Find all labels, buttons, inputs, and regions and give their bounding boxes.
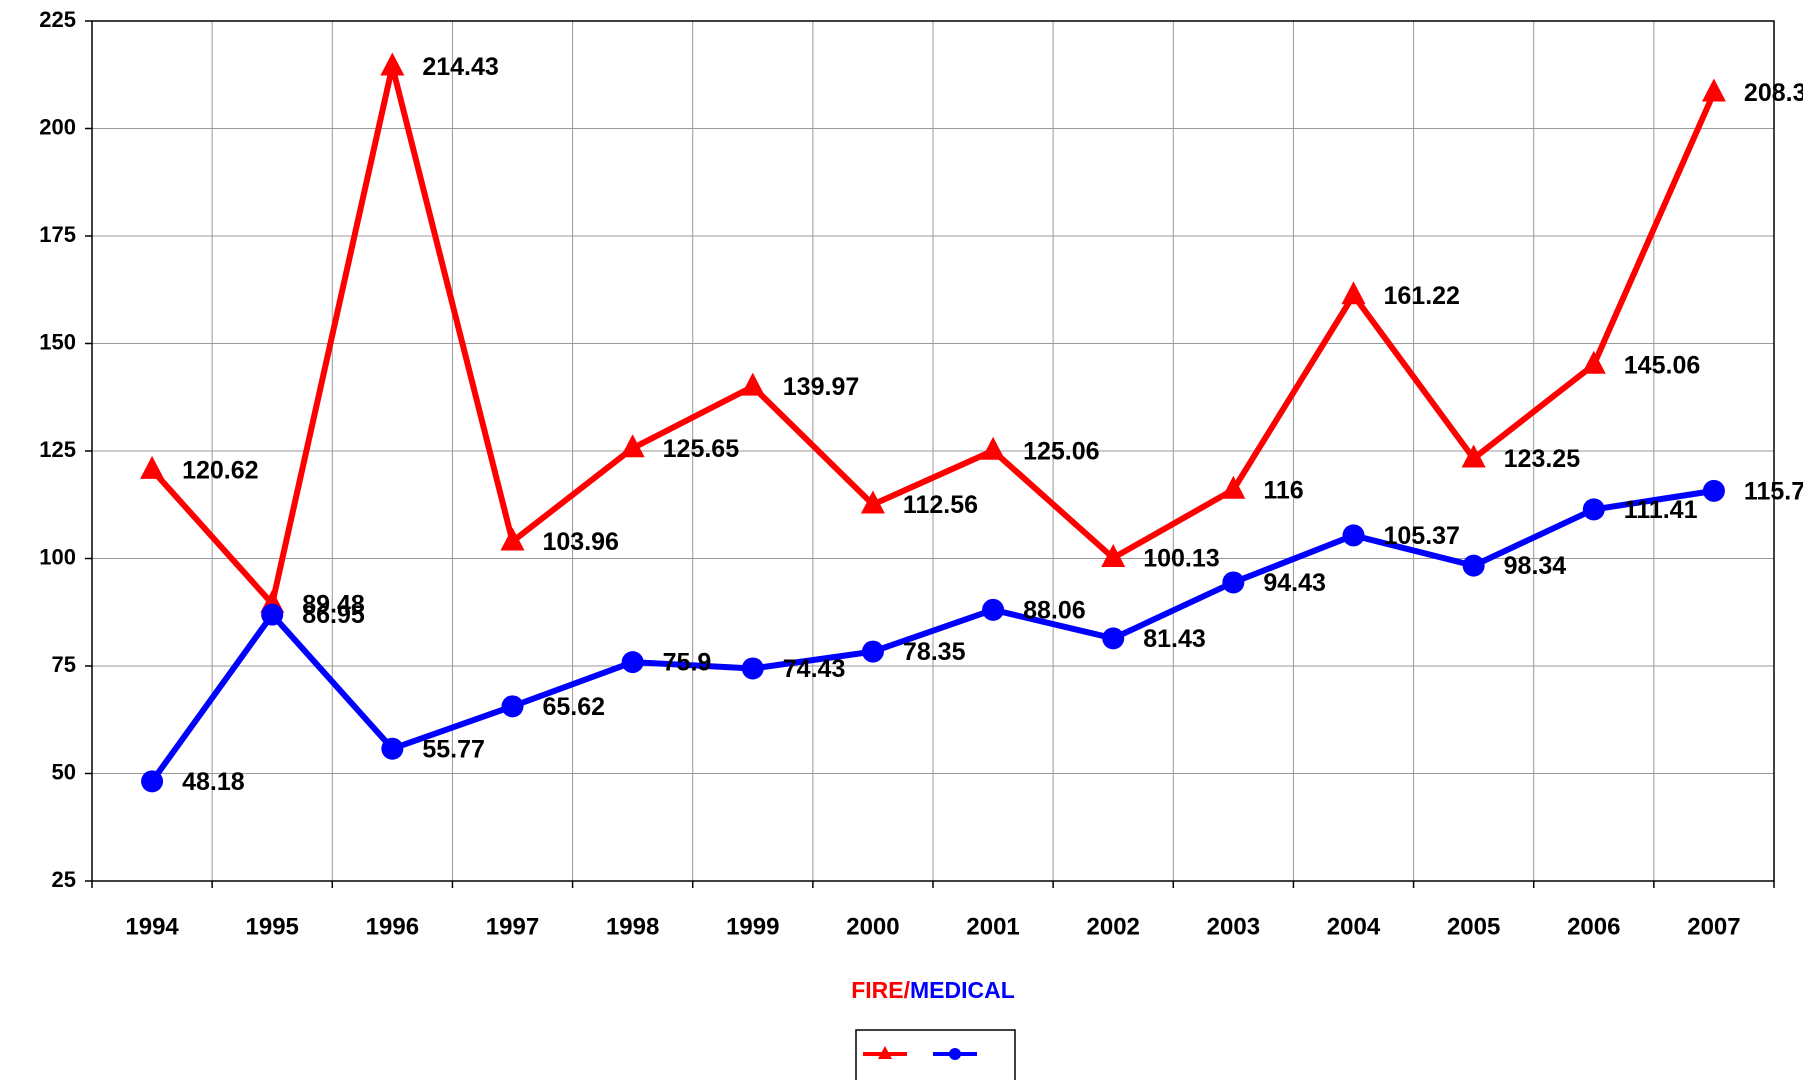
- data-label: 89.48: [302, 590, 365, 618]
- y-tick-label: 100: [39, 544, 76, 569]
- data-label: 88.06: [1023, 596, 1086, 624]
- x-axis-label: FIRE/MEDICAL: [851, 977, 1015, 1003]
- plot-frame: [91, 20, 1775, 882]
- point: [741, 657, 764, 680]
- data-label: 115.73: [1744, 477, 1803, 505]
- x-tick-label: 2005: [1447, 913, 1500, 940]
- point: [140, 455, 165, 479]
- data-label: 208.36: [1744, 79, 1803, 107]
- point: [1102, 627, 1125, 650]
- data-label: 112.56: [903, 491, 978, 519]
- series-line: [149, 63, 1717, 607]
- point: [982, 598, 1005, 621]
- point: [380, 52, 405, 76]
- data-label: 139.97: [783, 373, 859, 401]
- point: [1701, 78, 1726, 102]
- y-tick-label: 75: [52, 652, 76, 677]
- point: [1221, 475, 1246, 499]
- data-label: 98.34: [1504, 552, 1567, 580]
- x-tick-label: 1994: [125, 913, 179, 940]
- legend-marker: [878, 1046, 892, 1059]
- data-label: 105.37: [1384, 522, 1460, 550]
- data-label: 123.25: [1504, 445, 1581, 473]
- point: [141, 770, 164, 793]
- point: [500, 527, 525, 551]
- y-tick-label: 150: [39, 329, 76, 354]
- x-tick-label: 2002: [1087, 913, 1140, 940]
- point: [620, 434, 645, 458]
- data-label: 100.13: [1143, 545, 1219, 573]
- point: [381, 737, 404, 760]
- point: [861, 640, 884, 663]
- x-tick-label: 1999: [726, 913, 779, 940]
- point: [501, 695, 524, 718]
- data-label: 161.22: [1384, 282, 1460, 310]
- x-tick-label: 2007: [1687, 913, 1740, 940]
- y-tick-label: 125: [39, 437, 76, 462]
- data-label: 116: [1263, 476, 1303, 504]
- x-tick-label: 1995: [246, 913, 299, 940]
- point: [1462, 554, 1485, 577]
- x-tick-label: 1998: [606, 913, 659, 940]
- x-tick-label: 1996: [366, 913, 419, 940]
- data-label: 81.43: [1143, 625, 1206, 653]
- point: [621, 651, 644, 674]
- data-label: 103.96: [543, 528, 619, 556]
- x-tick-label: 1997: [486, 913, 539, 940]
- data-label: 214.43: [422, 53, 498, 81]
- series-line: [149, 487, 1715, 784]
- point: [740, 372, 765, 396]
- y-tick-label: 25: [52, 867, 76, 892]
- point: [1461, 444, 1486, 468]
- y-tick-label: 175: [39, 222, 76, 247]
- data-label: 111.41: [1624, 496, 1698, 524]
- point: [261, 603, 284, 626]
- y-tick-label: 50: [52, 759, 76, 784]
- point: [1341, 281, 1366, 305]
- data-label: 86.95: [302, 601, 365, 629]
- data-label: 94.43: [1263, 569, 1326, 597]
- x-tick-label: 2003: [1207, 913, 1260, 940]
- x-tick-label: 2001: [966, 913, 1019, 940]
- point: [1222, 571, 1245, 594]
- data-label: 145.06: [1624, 351, 1700, 379]
- y-tick-label: 200: [39, 114, 76, 139]
- x-tick-label: 2000: [846, 913, 899, 940]
- data-label: 125.65: [663, 435, 740, 463]
- data-label: 120.62: [182, 456, 258, 484]
- y-tick-label: 225: [39, 7, 76, 32]
- x-tick-label: 2006: [1567, 913, 1620, 940]
- x-tick-label: 2004: [1327, 913, 1381, 940]
- data-label: 125.06: [1023, 437, 1099, 465]
- data-label: 48.18: [182, 768, 245, 796]
- point: [1342, 524, 1365, 547]
- point: [1101, 543, 1126, 567]
- data-label: 74.43: [783, 655, 846, 683]
- data-label: 65.62: [543, 693, 606, 721]
- point: [860, 490, 885, 514]
- legend-box: [855, 1029, 1016, 1080]
- legend-marker: [949, 1048, 961, 1060]
- point: [981, 436, 1006, 460]
- x-label-medical: MEDICAL: [910, 977, 1015, 1003]
- data-label: 55.77: [422, 735, 485, 763]
- point: [1582, 498, 1605, 521]
- point: [1581, 350, 1606, 374]
- data-label: 78.35: [903, 638, 966, 666]
- point: [1702, 479, 1725, 502]
- data-label: 75.9: [663, 649, 712, 677]
- x-label-fire: FIRE/: [851, 977, 910, 1003]
